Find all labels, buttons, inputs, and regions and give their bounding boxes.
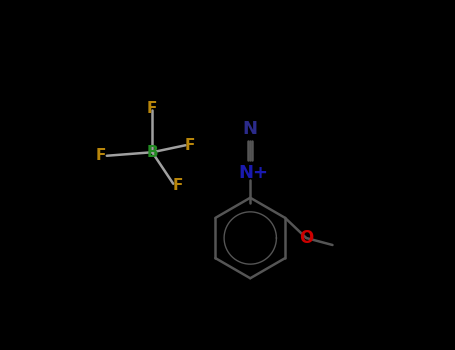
Text: B: B (147, 145, 158, 160)
Text: F: F (147, 101, 157, 116)
Text: F: F (95, 148, 106, 163)
Text: N: N (243, 120, 258, 139)
Text: F: F (185, 138, 195, 153)
Text: O: O (299, 229, 313, 247)
Text: N+: N+ (238, 164, 268, 182)
Text: F: F (172, 178, 182, 193)
